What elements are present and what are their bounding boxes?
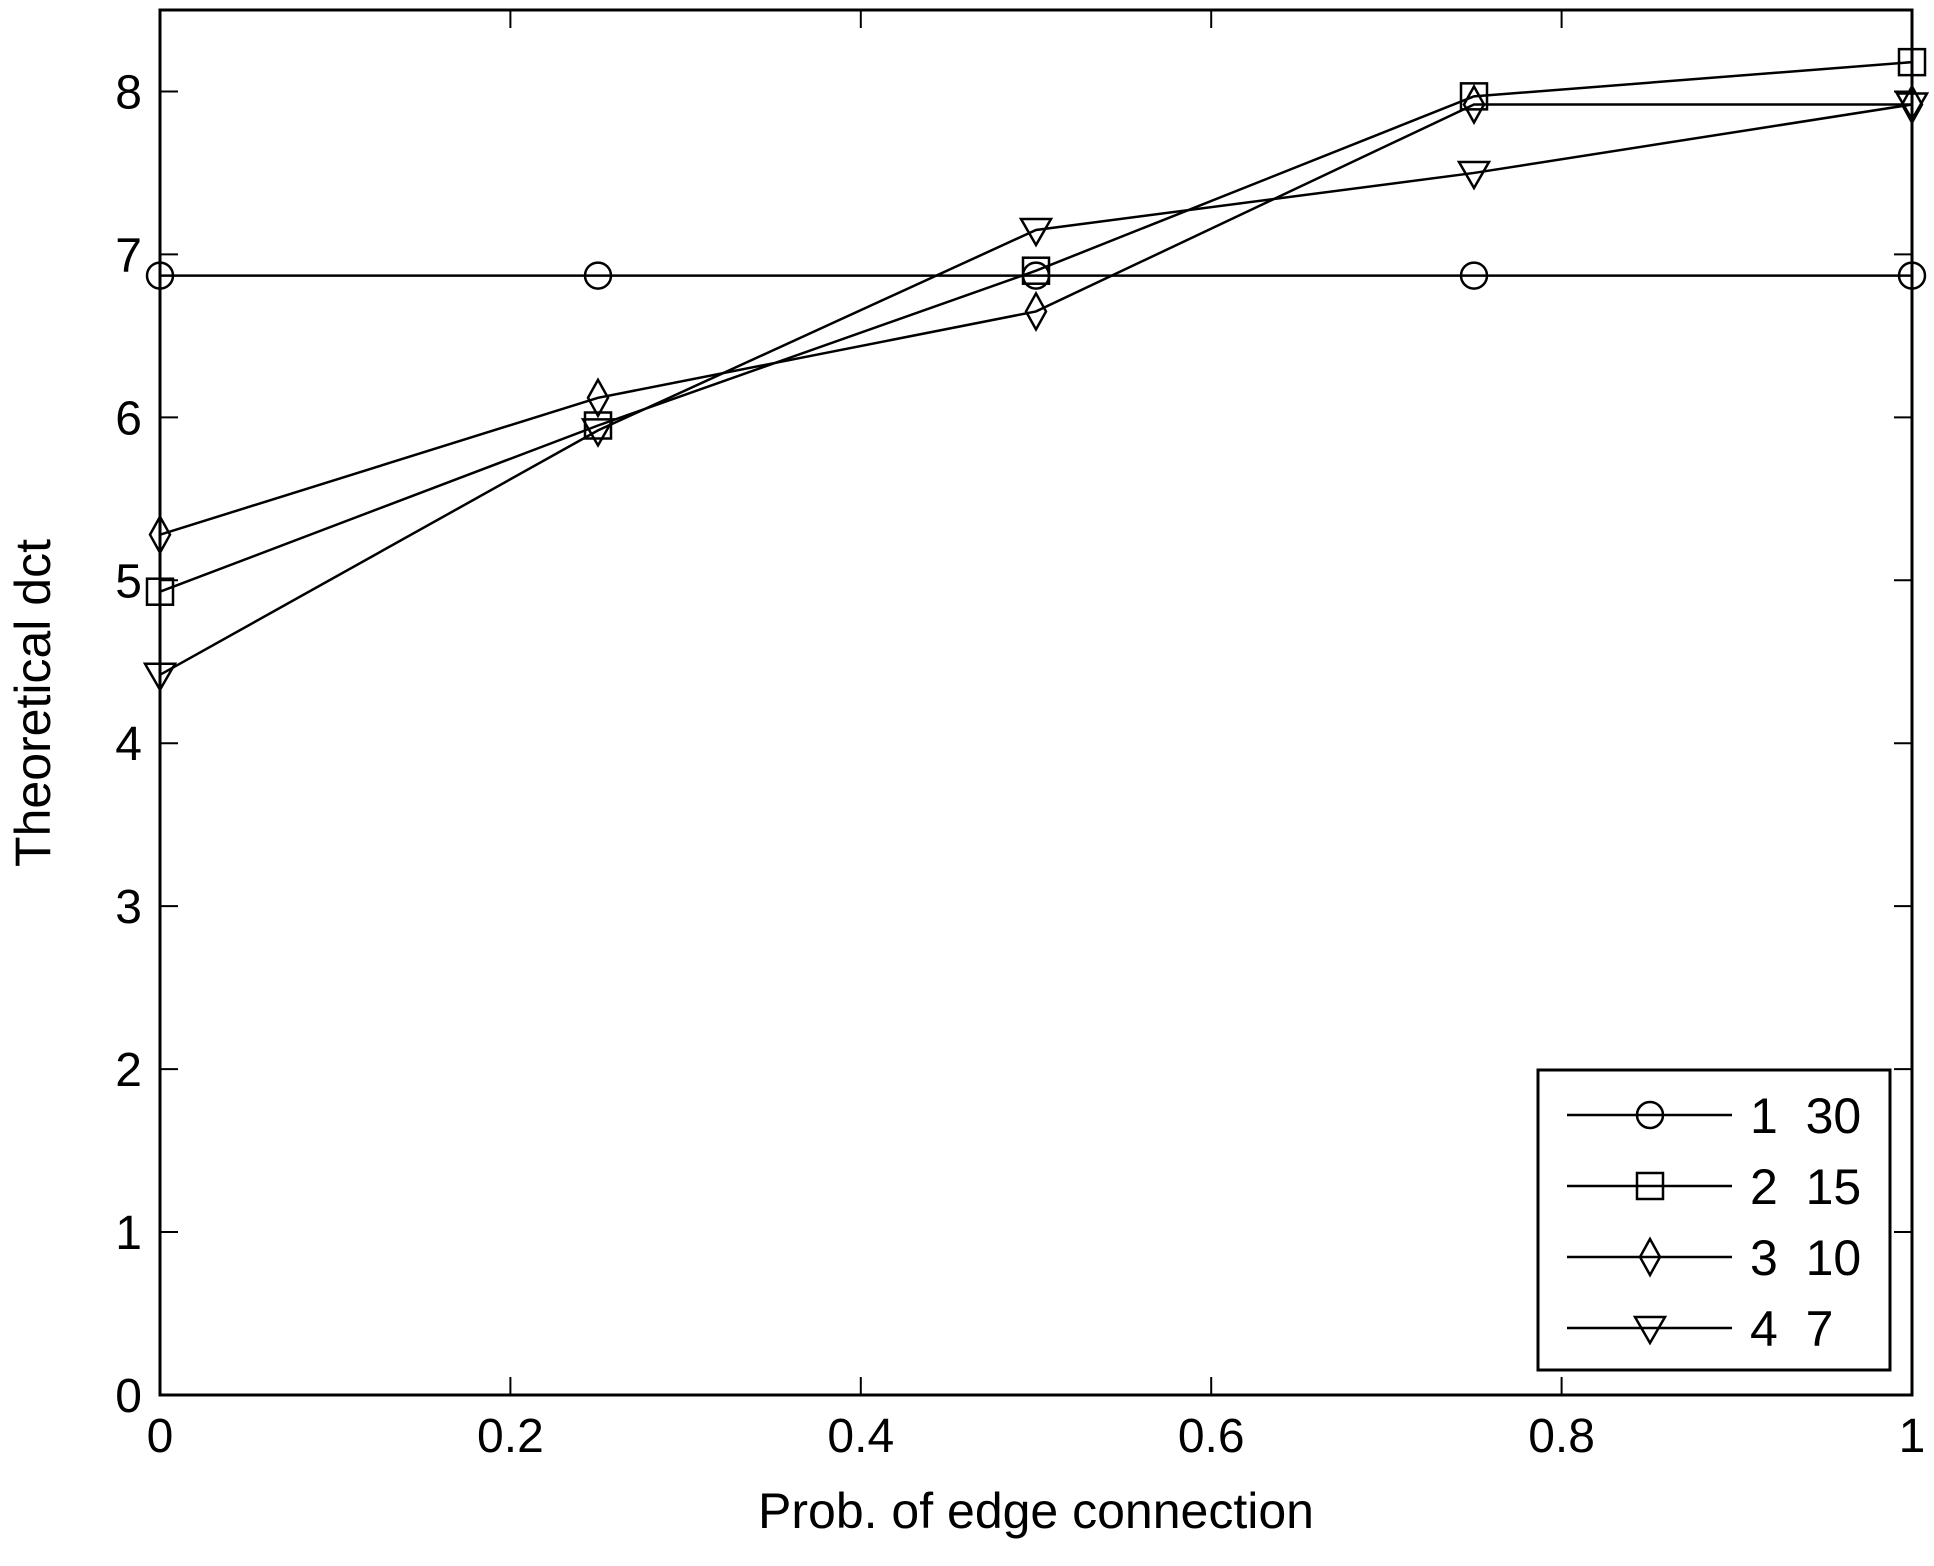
y-tick-label: 8 (115, 66, 142, 119)
data-point (142, 662, 178, 693)
data-point (1459, 261, 1489, 290)
data-point (580, 418, 616, 448)
y-tick-label: 2 (115, 1044, 142, 1097)
x-tick-label: 0.8 (1528, 1410, 1595, 1463)
y-axis-label: Theoretical dct (5, 539, 61, 867)
data-point (1900, 83, 1924, 126)
data-point (1897, 261, 1927, 290)
series-layer (142, 47, 1930, 693)
x-tick-label: 0 (147, 1410, 174, 1463)
data-point (1456, 160, 1492, 191)
legend-entry: 1 30 (1567, 1088, 1861, 1144)
y-tick-label: 7 (115, 229, 142, 282)
data-point (1462, 83, 1486, 126)
legend: 1 30 2 15 3 10 4 7 (1536, 1068, 1892, 1372)
x-tick-label: 0.4 (827, 1410, 894, 1463)
x-axis-label: Prob. of edge connection (758, 1483, 1314, 1539)
data-point (586, 377, 610, 419)
data-point (1024, 290, 1048, 333)
legend-label: 2 15 (1750, 1159, 1861, 1215)
x-tick-label: 0.6 (1178, 1410, 1245, 1463)
x-tick-label: 0.2 (477, 1410, 544, 1463)
data-point (1021, 256, 1051, 285)
y-tick-label: 6 (115, 392, 142, 445)
series-line (159, 103, 1913, 676)
legend-marker (1635, 1100, 1665, 1130)
series-line (159, 103, 1912, 536)
data-point (145, 577, 175, 606)
legend-marker (1638, 1236, 1662, 1278)
data-point (1894, 92, 1930, 123)
data-point (1897, 47, 1927, 77)
legend-label: 3 10 (1750, 1230, 1861, 1286)
legend-entry: 3 10 (1567, 1230, 1861, 1286)
series-3 (148, 83, 1924, 556)
data-point (1018, 217, 1054, 248)
y-tick-label: 0 (115, 1370, 142, 1423)
data-point (148, 514, 172, 556)
legend-entry: 4 7 (1567, 1301, 1833, 1357)
legend-marker (1635, 1171, 1665, 1201)
legend-label: 4 7 (1750, 1301, 1833, 1357)
series-4 (142, 92, 1930, 693)
data-point (583, 261, 613, 290)
series-2 (145, 47, 1927, 606)
y-tick-label: 3 (115, 881, 142, 934)
x-tick-label: 1 (1899, 1410, 1926, 1463)
data-point (1459, 82, 1489, 111)
tick-labels: 0 0.2 0.4 0.6 0.8 1 0 1 2 3 4 5 6 7 8 (115, 66, 1925, 1463)
y-tick-label: 5 (115, 555, 142, 608)
y-tick-label: 4 (115, 718, 142, 771)
legend-box (1536, 1068, 1892, 1372)
data-point (145, 261, 175, 290)
legend-label: 1 30 (1750, 1088, 1861, 1144)
series-line (159, 60, 1913, 593)
y-tick-label: 1 (115, 1207, 142, 1260)
legend-entry: 2 15 (1567, 1159, 1861, 1215)
legend-marker (1632, 1315, 1668, 1346)
axis-ticks (159, 10, 1913, 1396)
